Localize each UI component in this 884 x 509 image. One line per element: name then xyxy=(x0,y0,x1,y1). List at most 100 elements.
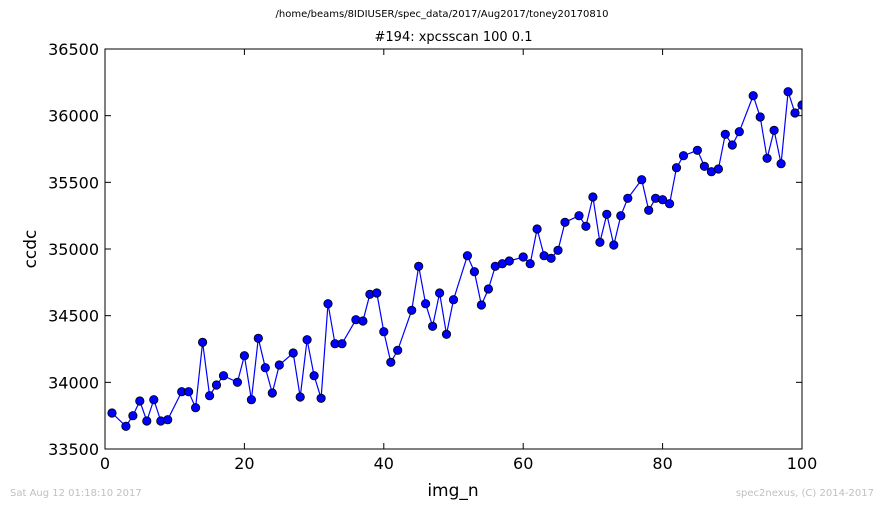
data-point xyxy=(525,259,535,269)
data-point xyxy=(769,125,779,135)
data-point xyxy=(581,221,591,231)
data-point xyxy=(420,299,431,309)
data-point xyxy=(163,415,173,425)
y-axis-label: ccdc xyxy=(21,230,41,269)
data-point xyxy=(595,237,605,247)
data-point xyxy=(720,129,730,139)
data-point xyxy=(734,127,744,137)
data-point xyxy=(434,288,445,298)
data-point xyxy=(637,175,647,185)
data-point xyxy=(246,395,256,405)
data-point xyxy=(462,251,472,261)
data-point xyxy=(553,245,563,255)
data-point xyxy=(142,416,152,426)
data-point xyxy=(546,253,556,263)
data-point xyxy=(295,392,305,402)
x-tick-label: 100 xyxy=(787,454,818,473)
timestamp-footer: Sat Aug 12 01:18:10 2017 xyxy=(10,488,142,499)
data-point xyxy=(407,305,417,315)
y-tick-label: 35500 xyxy=(48,173,99,192)
tick-layer: 0 20 40 60 80 100 33500 34000 34500 35000 35500 360… xyxy=(48,40,817,473)
data-point xyxy=(253,333,263,343)
series-line xyxy=(111,91,802,428)
data-point xyxy=(121,421,131,431)
data-point xyxy=(476,300,486,310)
x-tick-label: 40 xyxy=(374,454,394,473)
x-axis-label: img_n xyxy=(427,481,478,501)
data-point xyxy=(518,252,528,262)
data-point xyxy=(692,145,703,155)
series-group xyxy=(107,87,802,431)
x-tick-label: 80 xyxy=(652,454,672,473)
data-point xyxy=(274,360,284,370)
data-point xyxy=(372,288,382,298)
data-point xyxy=(783,87,793,97)
data-point xyxy=(609,240,619,250)
data-point xyxy=(748,91,758,101)
data-point xyxy=(135,396,145,406)
data-point xyxy=(107,408,117,418)
data-point xyxy=(678,151,689,161)
data-point xyxy=(483,284,493,294)
data-point xyxy=(211,380,222,390)
data-point xyxy=(644,205,654,215)
data-point xyxy=(623,193,633,203)
y-tick-label: 33500 xyxy=(48,440,99,459)
data-point xyxy=(504,256,514,266)
data-point xyxy=(260,363,270,373)
y-tick-label: 36500 xyxy=(48,40,99,59)
data-point xyxy=(218,371,229,381)
data-point xyxy=(664,199,675,209)
data-point xyxy=(560,217,570,227)
data-point xyxy=(149,395,159,405)
data-point xyxy=(358,316,368,326)
data-point xyxy=(232,377,242,387)
data-point xyxy=(323,299,333,309)
data-point xyxy=(337,339,347,349)
data-point xyxy=(309,371,319,381)
data-point xyxy=(302,335,312,345)
data-point xyxy=(128,411,138,421)
data-point xyxy=(448,295,459,305)
data-point xyxy=(205,391,215,401)
plot-area xyxy=(105,49,802,449)
data-point xyxy=(267,388,277,398)
data-point xyxy=(379,327,389,337)
data-point xyxy=(469,267,479,277)
data-point xyxy=(386,357,396,367)
x-tick-label: 0 xyxy=(100,454,110,473)
data-point xyxy=(699,161,710,171)
data-point xyxy=(441,329,452,339)
data-point xyxy=(790,108,800,118)
data-point xyxy=(776,159,786,169)
data-point xyxy=(198,337,208,347)
plot-title: #194: xpcsscan 100 0.1 xyxy=(374,30,533,45)
data-point xyxy=(762,153,772,163)
data-point xyxy=(574,211,584,221)
data-point xyxy=(588,192,598,202)
series-layer xyxy=(107,87,802,431)
credit-footer: spec2nexus, (C) 2014-2017 xyxy=(735,488,874,499)
data-point xyxy=(602,209,612,219)
data-point xyxy=(616,211,626,221)
data-point xyxy=(713,164,724,174)
data-point xyxy=(191,403,201,413)
y-tick-label: 36000 xyxy=(48,107,99,126)
data-point xyxy=(727,140,737,150)
x-tick-label: 60 xyxy=(513,454,533,473)
data-point xyxy=(288,348,298,358)
data-point xyxy=(657,195,668,205)
data-point xyxy=(239,351,249,361)
y-tick-label: 35000 xyxy=(48,240,99,259)
data-point xyxy=(393,345,403,355)
data-point xyxy=(671,163,682,173)
data-point xyxy=(184,387,194,397)
figure-suptitle: /home/beams/8IDIUSER/spec_data/2017/Aug2… xyxy=(275,9,609,20)
data-point xyxy=(427,321,438,331)
data-point xyxy=(755,112,765,122)
data-point xyxy=(414,261,424,271)
y-tick-label: 34500 xyxy=(48,307,99,326)
data-point xyxy=(532,224,542,234)
data-point xyxy=(316,393,326,403)
